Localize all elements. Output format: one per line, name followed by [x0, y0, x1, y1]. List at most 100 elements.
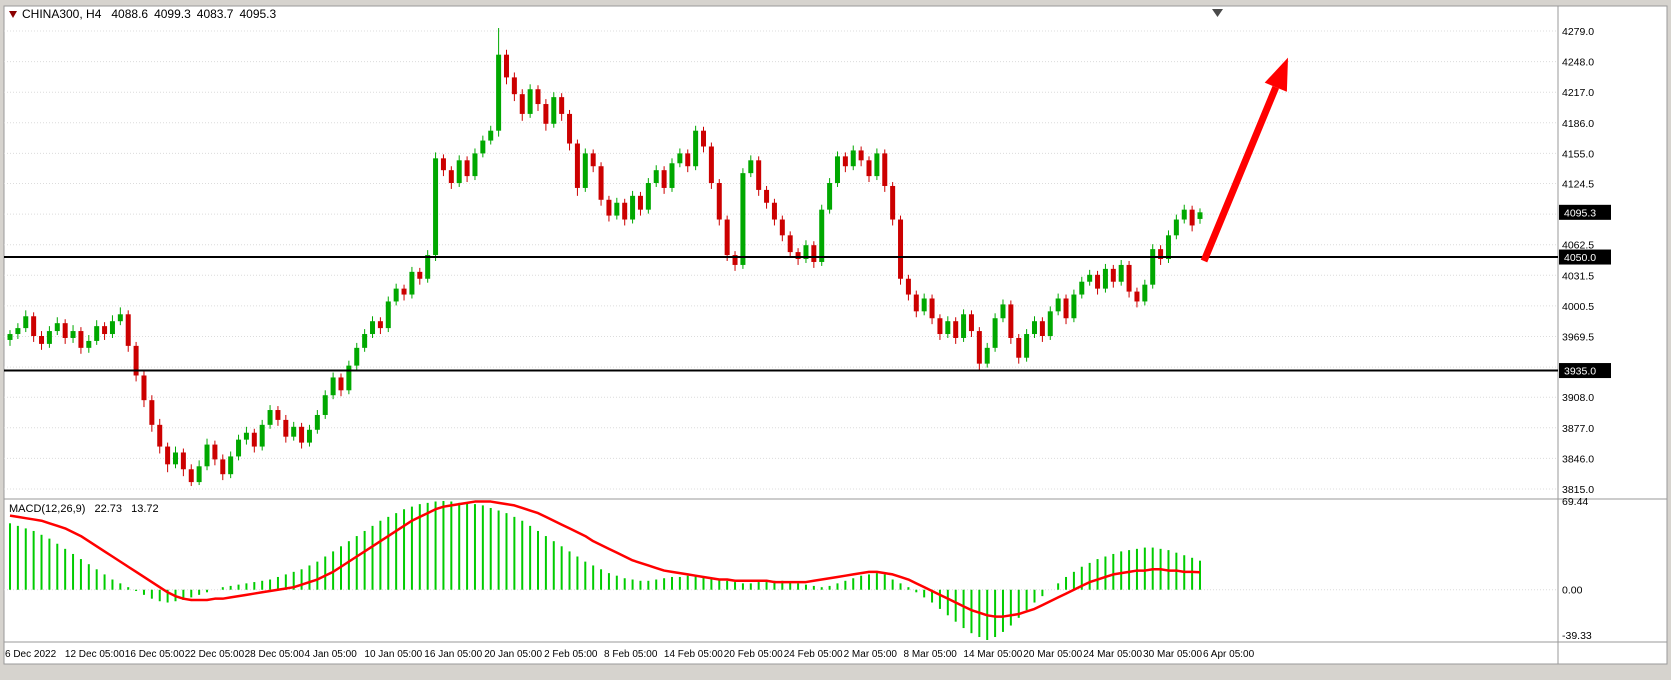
candle-body	[527, 89, 533, 114]
candle-body	[779, 219, 785, 236]
candle-body	[54, 323, 60, 332]
candle-body	[834, 156, 840, 184]
candle-body	[1197, 212, 1203, 219]
candle-body	[905, 278, 911, 295]
candle-body	[1079, 281, 1085, 295]
candle-body	[1181, 209, 1187, 220]
time-tick-label: 14 Feb 05:00	[664, 649, 723, 660]
candle-body	[464, 160, 470, 177]
candle-body	[827, 183, 833, 210]
signal-line	[9, 500, 1201, 618]
candle-body	[180, 452, 186, 470]
candle-body	[496, 54, 502, 131]
candle-body	[62, 323, 68, 338]
candle-body	[598, 166, 604, 200]
candle-body	[882, 153, 888, 186]
time-tick-label: 24 Feb 05:00	[784, 649, 843, 660]
time-tick-label: 8 Feb 05:00	[604, 649, 658, 660]
time-tick-label: 8 Mar 05:00	[904, 649, 958, 660]
price-tick-label: 3877.0	[1562, 423, 1594, 435]
candle-body	[330, 377, 336, 396]
candle-body	[1110, 268, 1116, 282]
candle-body	[637, 195, 643, 210]
candle-body	[488, 130, 494, 141]
symbol-dropdown-icon[interactable]	[9, 10, 17, 18]
candle-body	[1165, 235, 1171, 260]
price-badge	[1559, 204, 1611, 220]
candle-body	[811, 245, 817, 262]
candle-body	[551, 97, 557, 124]
candle-body	[1000, 304, 1006, 319]
candle-body	[976, 331, 982, 364]
price-axis[interactable]: 4279.0 4248.0 4217.0 4186.0 4155.0 4124.5 4062…	[1562, 26, 1594, 496]
candle-body	[94, 326, 100, 341]
time-axis[interactable]: 6 Dec 2022 12 Dec 05:00 16 Dec 05:00 22 Dec…	[5, 649, 1255, 660]
candle-body	[1055, 298, 1061, 312]
candle-body	[188, 469, 194, 483]
candle-body	[417, 271, 423, 279]
candle-body	[669, 163, 675, 188]
candle-body	[117, 314, 123, 322]
time-tick-label: 28 Dec 05:00	[245, 649, 305, 660]
candle-body	[1087, 274, 1093, 282]
candle-body	[898, 219, 904, 279]
candle-body	[701, 130, 707, 147]
candle-body	[70, 331, 76, 338]
candle-body	[362, 334, 368, 348]
time-tick-label: 24 Mar 05:00	[1083, 649, 1142, 660]
candle-body	[306, 429, 312, 443]
arrow-shaft[interactable]	[1200, 85, 1280, 263]
price-tick-label: 3908.0	[1562, 392, 1594, 404]
arrow-head[interactable]	[1264, 57, 1288, 92]
candle-body	[1039, 321, 1045, 337]
candle-body	[1150, 249, 1156, 285]
candle-body	[1024, 334, 1030, 358]
candle-body	[913, 294, 919, 312]
candle-body	[109, 321, 115, 335]
shift-triangle-icon[interactable]	[1212, 9, 1223, 17]
support-resistance-lines[interactable]	[4, 256, 1558, 372]
candle-body	[251, 432, 257, 447]
chart-title: CHINA300, H4 4088.6 4099.3 4083.7 4095.3	[9, 7, 276, 21]
candle-body	[953, 321, 959, 338]
candle-body	[685, 153, 691, 167]
candle-body	[78, 331, 84, 348]
candle-body	[661, 170, 667, 188]
candle-body	[1189, 209, 1195, 226]
time-tick-label: 30 Mar 05:00	[1143, 649, 1202, 660]
chart-background	[3, 5, 1668, 665]
candle-body	[125, 314, 131, 346]
candle-body	[23, 316, 29, 329]
candle-body	[172, 452, 178, 465]
trend-arrow[interactable]	[1200, 57, 1288, 263]
ohlc-close: 4095.3	[239, 7, 277, 21]
price-tick-label: 3815.0	[1562, 484, 1594, 496]
candle-body	[196, 466, 202, 483]
candle-body	[850, 150, 856, 167]
price-tick-label: 3846.0	[1562, 453, 1594, 465]
candle-body	[1102, 268, 1108, 289]
candle-body	[984, 347, 990, 364]
macd-signal-line	[9, 500, 1201, 618]
candle-body	[961, 314, 967, 338]
candle-body	[7, 334, 13, 340]
candle-body	[401, 288, 407, 295]
chart-shift-marker-icon[interactable]	[1212, 9, 1223, 17]
candle-body	[740, 173, 746, 265]
candle-body	[693, 130, 699, 167]
candle-body	[1158, 249, 1164, 260]
candle-body	[46, 331, 52, 344]
symbol-timeframe-label: CHINA300, H4	[22, 7, 102, 21]
price-tick-label: 4124.5	[1562, 179, 1594, 191]
candle-body	[86, 340, 92, 348]
candle-body	[472, 153, 478, 177]
candle-body	[102, 326, 108, 335]
candle-body	[259, 424, 265, 447]
ohlc-open: 4088.6	[111, 7, 149, 21]
candle-body	[819, 209, 825, 262]
candle-body	[1142, 284, 1148, 302]
price-tick-label: 4217.0	[1562, 87, 1594, 99]
price-tick-label: 4155.0	[1562, 148, 1594, 160]
